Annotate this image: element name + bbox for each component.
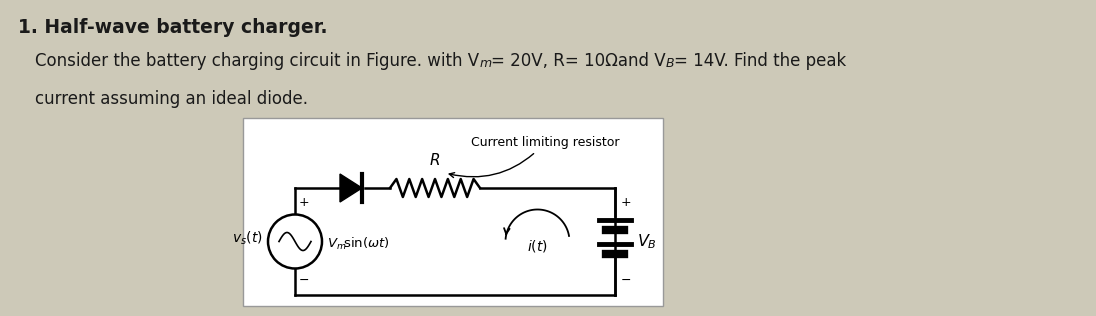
Text: current assuming an ideal diode.: current assuming an ideal diode. (35, 90, 308, 108)
Text: m: m (479, 57, 491, 70)
Text: $R$: $R$ (430, 152, 441, 168)
Text: Consider the battery charging circuit in Figure. with V: Consider the battery charging circuit in… (35, 52, 479, 70)
Bar (243, 118, 663, 306)
Text: B: B (666, 57, 674, 70)
Text: = 14V. Find the peak: = 14V. Find the peak (674, 52, 847, 70)
Text: = 20V, R= 10Ωand V: = 20V, R= 10Ωand V (491, 52, 666, 70)
Text: +: + (621, 196, 631, 209)
Text: +: + (299, 196, 310, 209)
Text: −: − (299, 274, 309, 287)
Text: $V_m\!\sin(\omega t)$: $V_m\!\sin(\omega t)$ (327, 235, 390, 252)
Text: $v_s(t)$: $v_s(t)$ (232, 230, 263, 247)
Text: $V_B$: $V_B$ (637, 232, 657, 251)
Text: −: − (621, 274, 631, 287)
Text: Current limiting resistor: Current limiting resistor (449, 136, 619, 178)
Text: $i(t)$: $i(t)$ (527, 239, 548, 254)
Text: 1. Half-wave battery charger.: 1. Half-wave battery charger. (18, 18, 328, 37)
Circle shape (269, 215, 322, 269)
Polygon shape (340, 174, 362, 202)
